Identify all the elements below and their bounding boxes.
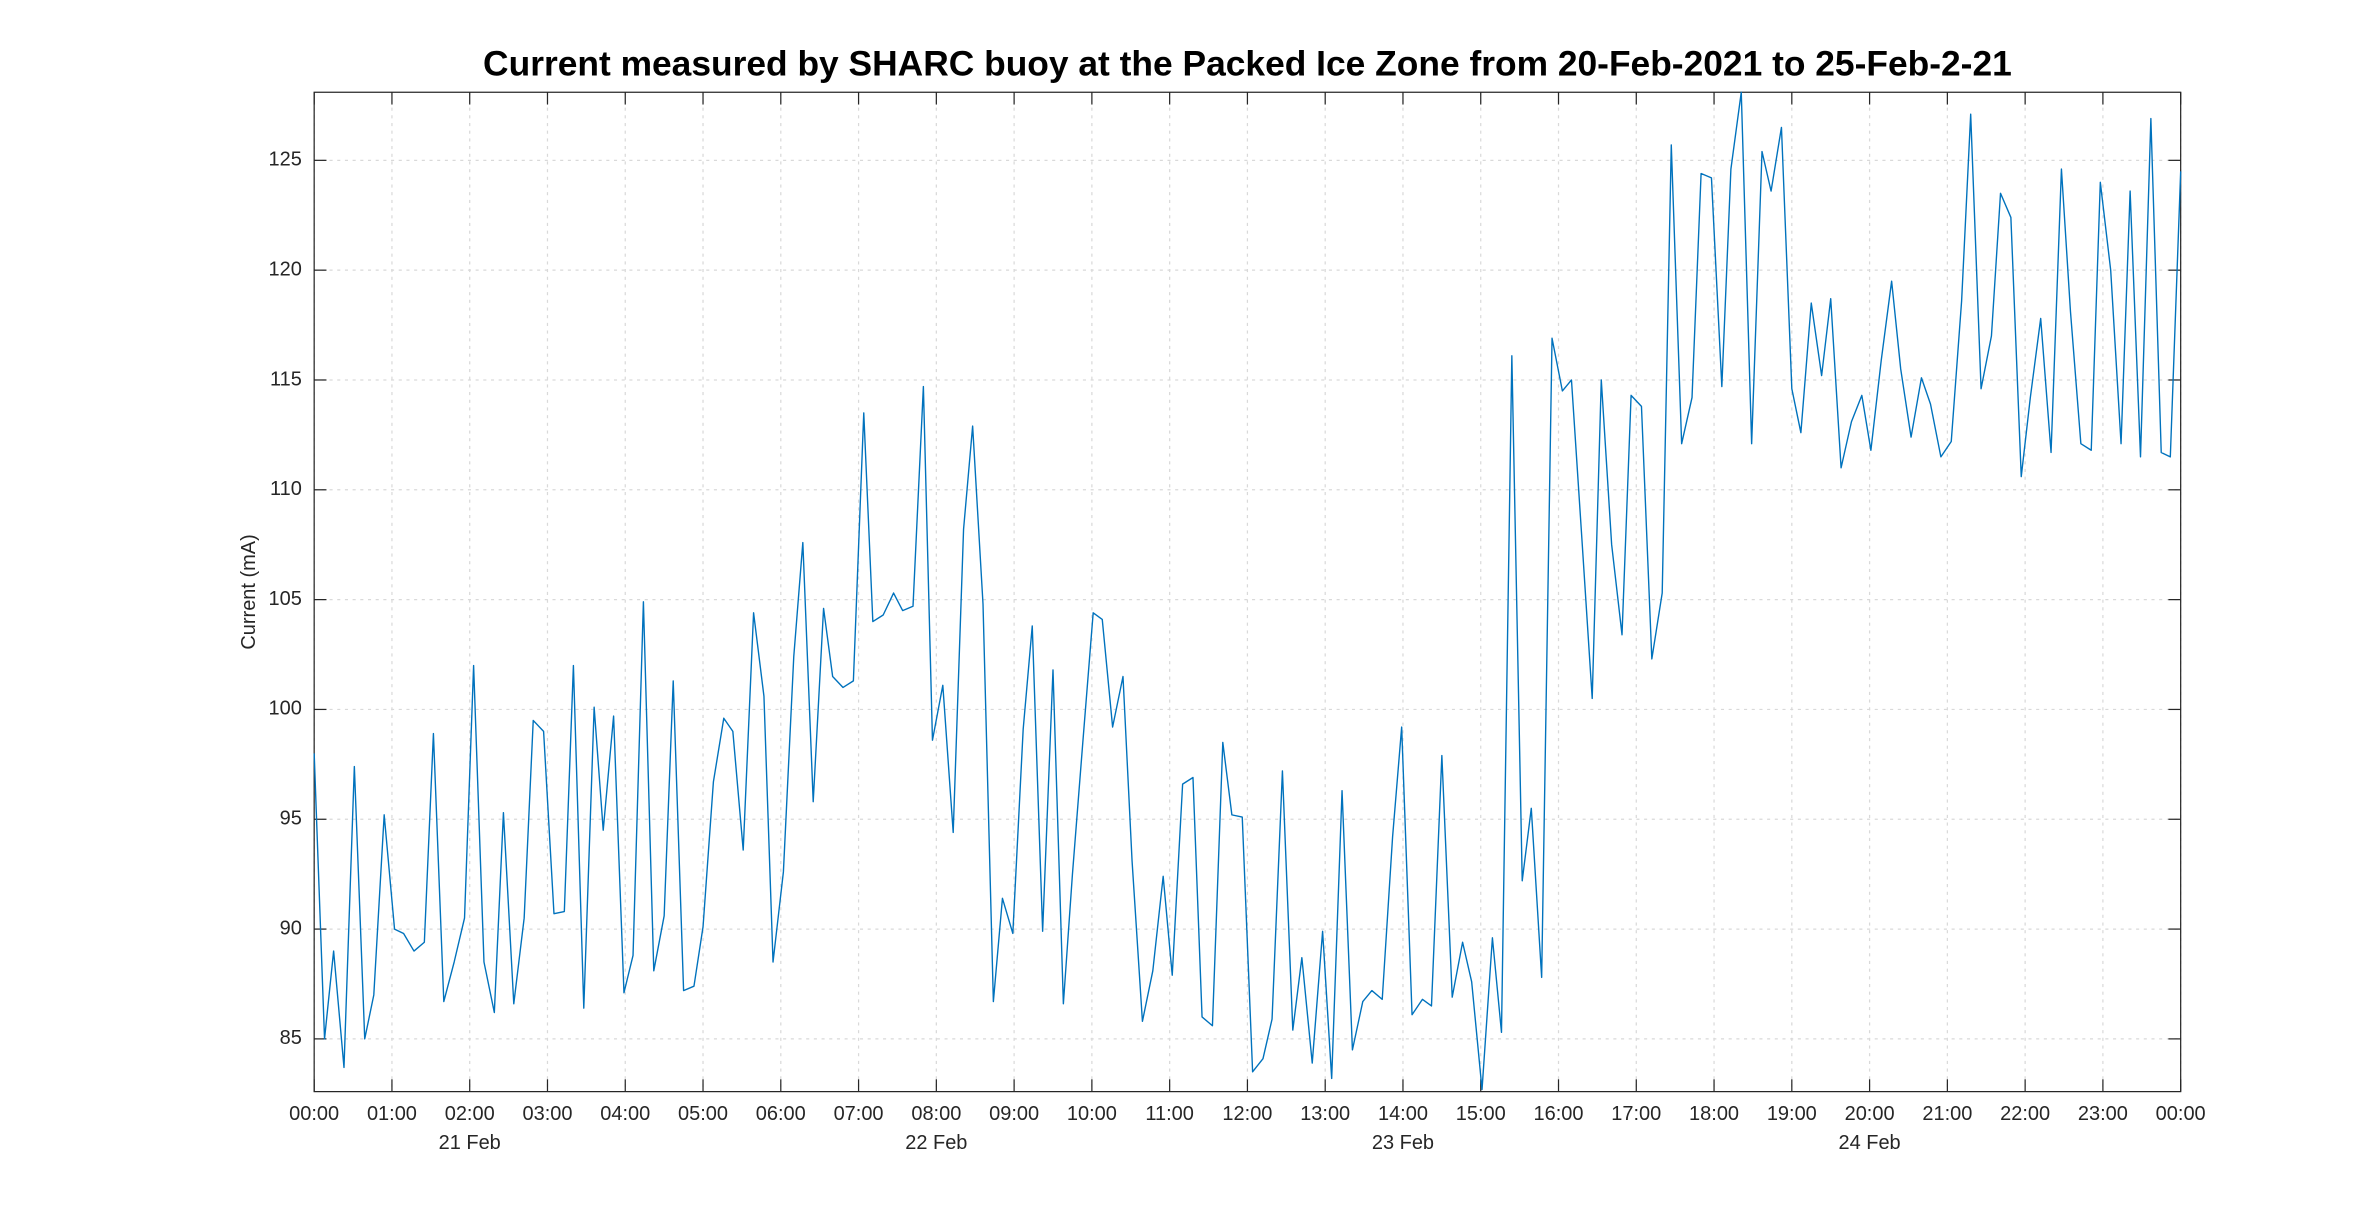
x-tick-label: 10:00 [1067, 1103, 1117, 1125]
x-tick-label: 12:00 [1222, 1103, 1272, 1125]
x-tick-label: 09:00 [989, 1103, 1039, 1125]
x-tick-label: 17:00 [1611, 1103, 1661, 1125]
x-date-label: 22 Feb [905, 1132, 967, 1154]
x-tick-label: 07:00 [834, 1103, 884, 1125]
x-tick-label: 06:00 [756, 1103, 806, 1125]
y-tick-label: 95 [280, 808, 302, 830]
x-tick-label: 03:00 [522, 1103, 572, 1125]
x-date-label: 23 Feb [1372, 1132, 1434, 1154]
x-tick-label: 01:00 [367, 1103, 417, 1125]
x-tick-label: 13:00 [1300, 1103, 1350, 1125]
x-tick-label: 18:00 [1689, 1103, 1739, 1125]
x-tick-label: 16:00 [1534, 1103, 1584, 1125]
data-line [313, 91, 2182, 1091]
x-tick-label: 04:00 [600, 1103, 650, 1125]
y-tick-label: 120 [269, 258, 302, 280]
x-tick-label: 15:00 [1456, 1103, 1506, 1125]
x-tick-label: 05:00 [678, 1103, 728, 1125]
y-tick-label: 125 [269, 149, 302, 171]
x-tick-label: 20:00 [1845, 1103, 1895, 1125]
y-tick-label: 85 [280, 1027, 302, 1049]
x-tick-label: 23:00 [2078, 1103, 2128, 1125]
x-tick-label: 08:00 [911, 1103, 961, 1125]
y-tick-label: 110 [270, 478, 302, 500]
y-axis-label: Current (mA) [238, 534, 260, 649]
x-tick-label: 00:00 [2156, 1103, 2206, 1125]
x-tick-label: 21:00 [1922, 1103, 1972, 1125]
y-tick-label: 115 [270, 368, 302, 390]
x-tick-label: 00:00 [289, 1103, 339, 1125]
x-date-label: 21 Feb [439, 1132, 501, 1154]
x-tick-label: 14:00 [1378, 1103, 1428, 1125]
x-tick-label: 19:00 [1767, 1103, 1817, 1125]
x-tick-label: 02:00 [445, 1103, 495, 1125]
y-tick-label: 100 [269, 698, 302, 720]
x-tick-label: 11:00 [1145, 1103, 1194, 1125]
x-tick-label: 22:00 [2000, 1103, 2050, 1125]
y-tick-label: 105 [269, 588, 302, 610]
chart-title: Current measured by SHARC buoy at the Pa… [483, 44, 2012, 83]
y-tick-label: 90 [280, 917, 302, 939]
x-date-label: 24 Feb [1839, 1132, 1901, 1154]
